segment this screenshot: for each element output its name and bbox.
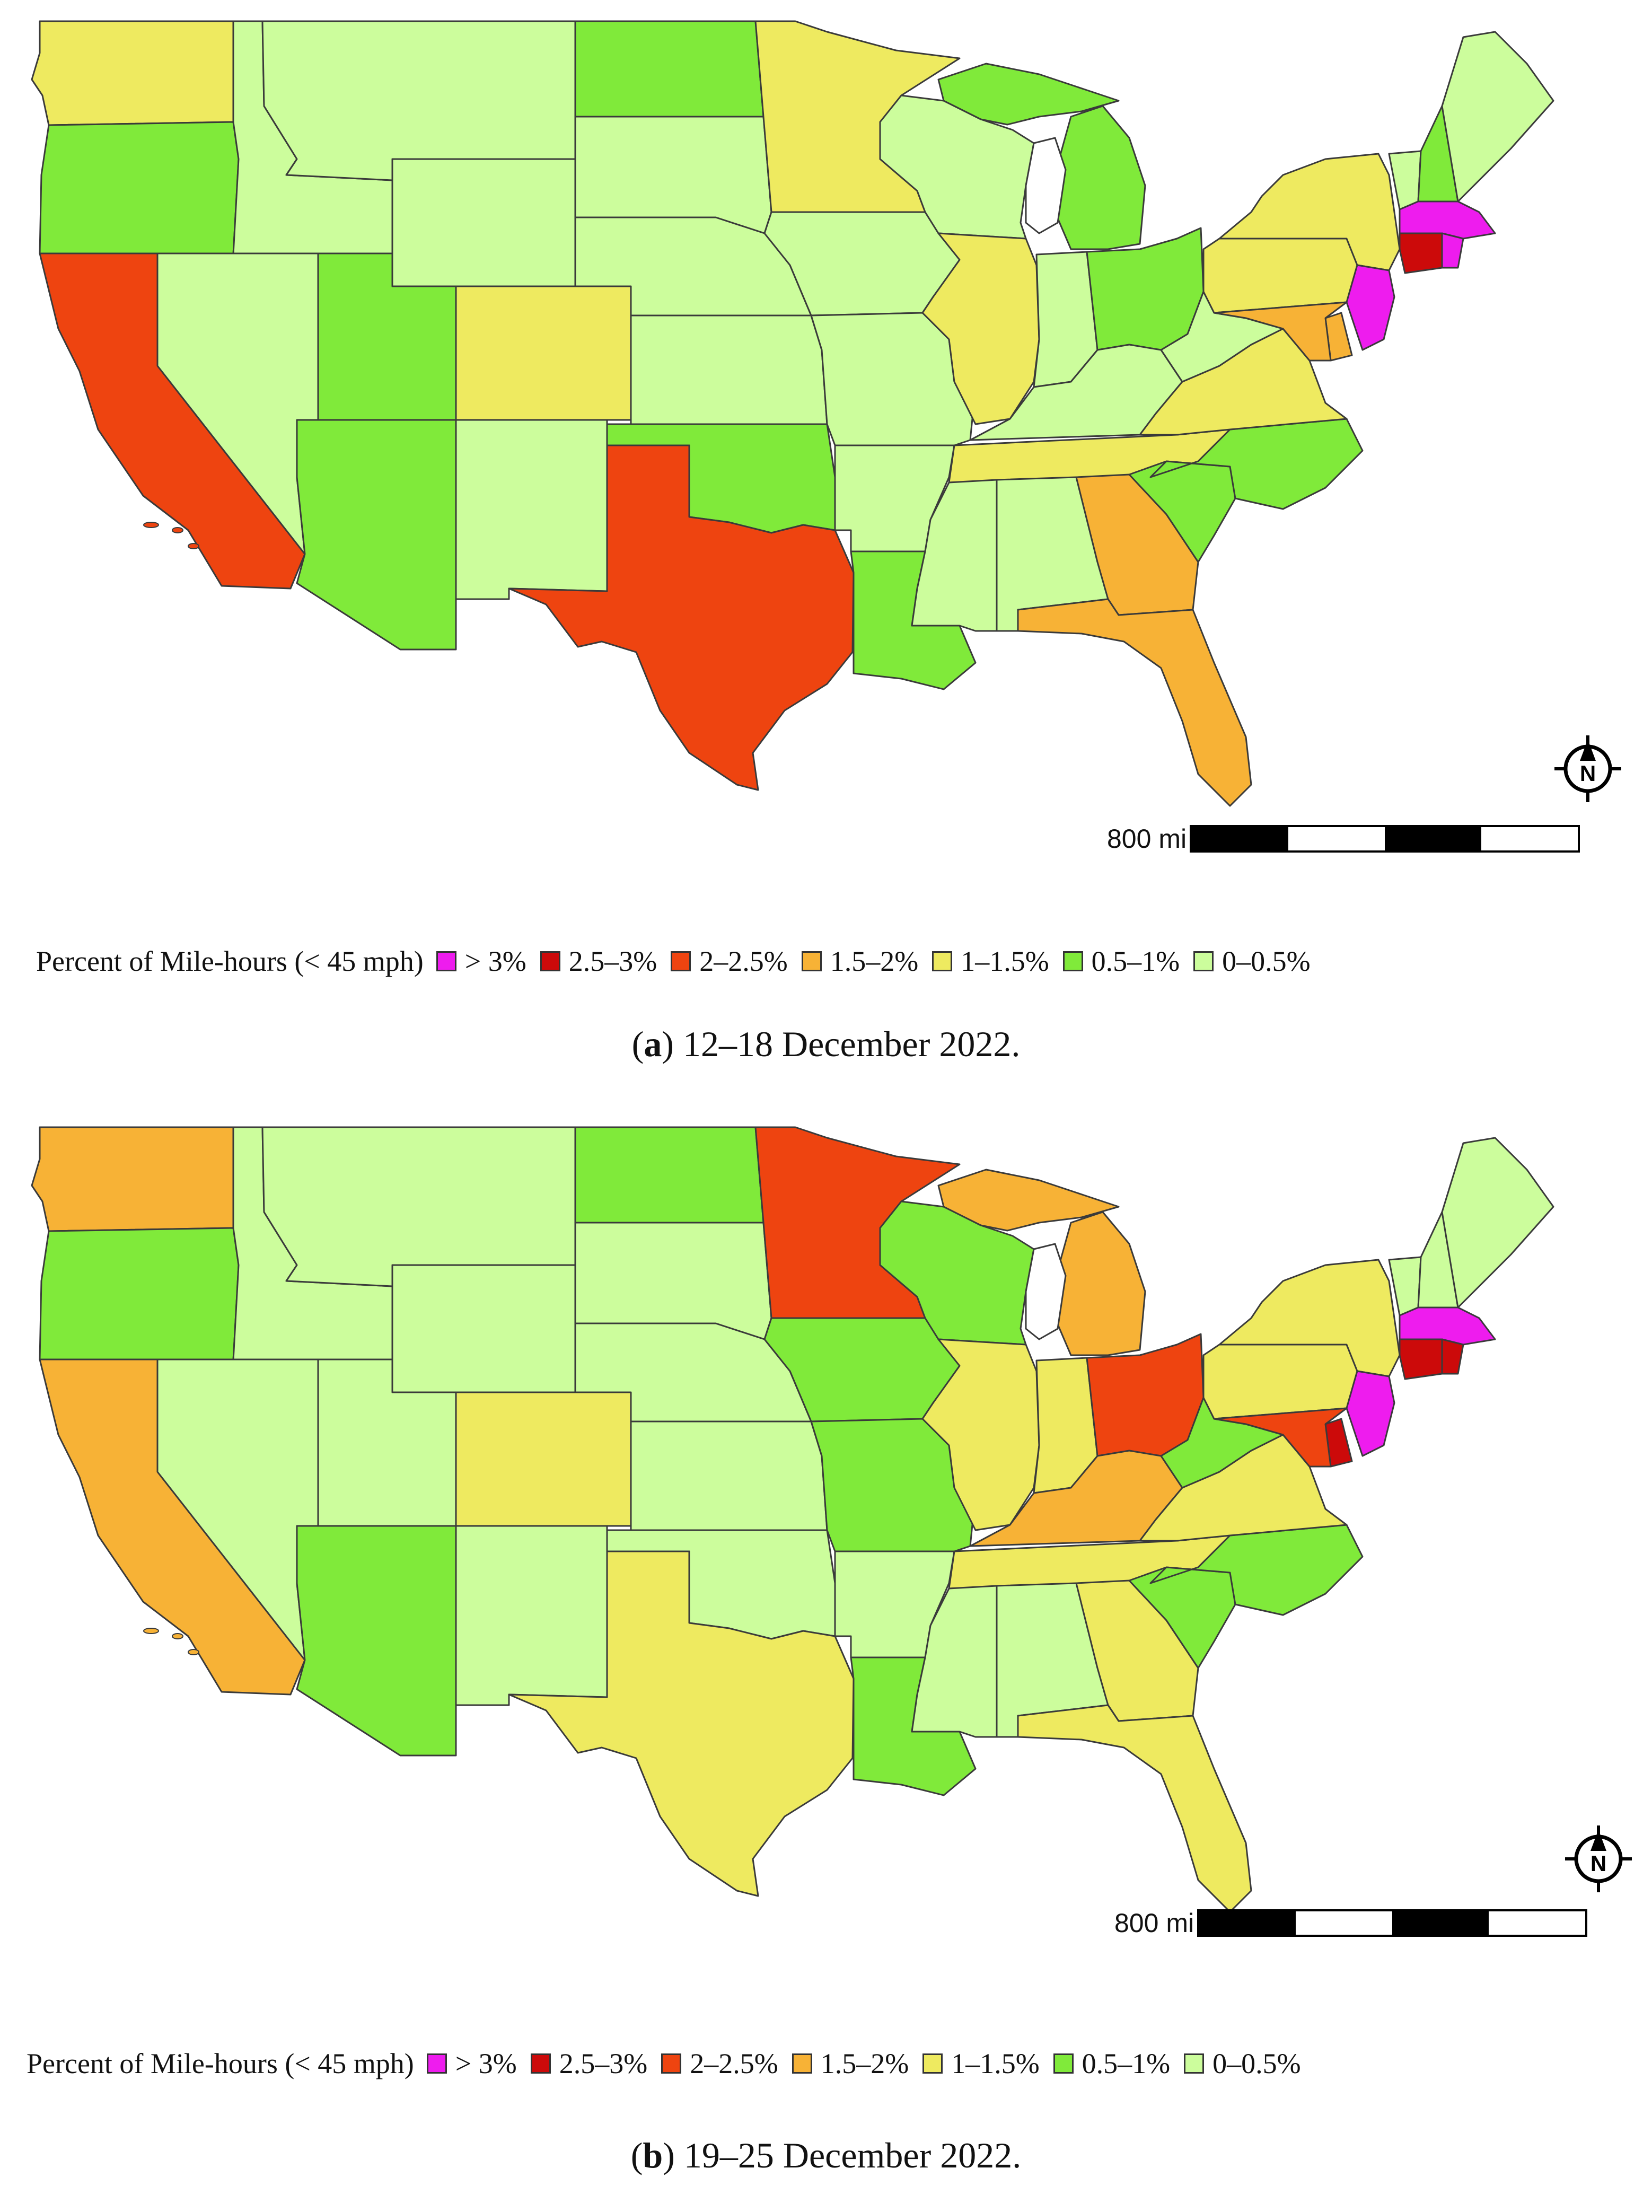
ca-islands	[143, 1628, 199, 1655]
state-PA	[1202, 1344, 1358, 1420]
caption-a: (a) 12–18 December 2022.	[631, 1024, 1021, 1064]
legend-swatch	[932, 951, 953, 971]
legend-item: 0.5–1%	[1053, 2047, 1170, 2080]
state-ND	[574, 20, 765, 118]
state-WA	[31, 1126, 234, 1232]
state-CT	[1399, 232, 1443, 274]
legend-swatch	[540, 951, 560, 971]
state-ME	[1441, 31, 1554, 203]
state-OR	[39, 1227, 240, 1362]
caption-b: (b) 19–25 December 2022.	[630, 2135, 1022, 2175]
island	[172, 527, 183, 533]
scale-bar: 800 mi	[1114, 1908, 1588, 1938]
state-SD	[574, 1222, 772, 1340]
legend-swatch	[1053, 2053, 1074, 2074]
legend-a: Percent of Mile-hours (< 45 mph) > 3% 2.…	[36, 945, 1324, 978]
lakes	[1025, 137, 1067, 234]
legend-item: 0–0.5%	[1193, 945, 1311, 978]
legend-swatch	[671, 951, 691, 971]
state-AZ	[296, 1525, 457, 1757]
north-label: N	[1580, 761, 1596, 786]
state-CO	[455, 285, 632, 421]
legend-item: 1.5–2%	[792, 2047, 909, 2080]
legend-swatch	[1193, 951, 1214, 971]
state-VT	[1388, 1256, 1422, 1316]
legend-swatch	[1184, 2053, 1205, 2074]
state-FL	[1017, 1704, 1252, 1913]
panel-b: N 800 mi Percent of Mile-hours (< 45 mph…	[0, 1106, 1652, 2212]
state-KS	[630, 1420, 828, 1531]
legend-swatch	[426, 2053, 447, 2074]
lakes	[1025, 1243, 1067, 1340]
island	[188, 1649, 199, 1655]
legend-item: 1.5–2%	[801, 945, 918, 978]
state-FL	[1017, 598, 1252, 807]
lake-michigan	[1025, 1243, 1067, 1340]
legend-title: Percent of Mile-hours (< 45 mph)	[27, 2048, 414, 2079]
state-VT	[1388, 150, 1422, 210]
legend-item: 1–1.5%	[922, 2047, 1040, 2080]
legend-item: 2–2.5%	[671, 945, 788, 978]
state-WY	[391, 158, 576, 287]
state-MI	[1054, 1211, 1146, 1356]
state-CO	[455, 1391, 632, 1527]
island	[143, 1628, 159, 1634]
legend-swatch	[922, 2053, 943, 2074]
legend-swatch	[1062, 951, 1083, 971]
state-NJ	[1346, 1370, 1395, 1457]
scale-label: 800 mi	[1107, 824, 1187, 854]
island	[188, 543, 199, 549]
state-layer	[31, 20, 1554, 807]
legend-swatch	[530, 2053, 551, 2074]
legend-item: 2.5–3%	[540, 945, 657, 978]
scale-bar: 800 mi	[1107, 823, 1580, 854]
legend-item: > 3%	[436, 945, 526, 978]
ca-islands	[143, 522, 199, 549]
legend-title: Percent of Mile-hours (< 45 mph)	[36, 945, 424, 977]
state-PA	[1202, 238, 1358, 314]
legend-swatch	[436, 951, 456, 971]
scale-label: 800 mi	[1114, 1908, 1194, 1938]
state-RI	[1441, 232, 1464, 269]
state-MI	[1054, 105, 1146, 250]
island	[143, 522, 159, 528]
state-MT	[261, 1126, 576, 1287]
state-NM	[455, 1525, 608, 1706]
state-CT	[1399, 1338, 1443, 1380]
state-AZ	[296, 419, 457, 651]
north-arrow-icon: N	[1554, 735, 1621, 802]
north-arrow-icon: N	[1565, 1825, 1632, 1892]
legend-item: 2–2.5%	[661, 2047, 778, 2080]
state-ND	[574, 1126, 765, 1224]
north-arrow: N	[1553, 734, 1622, 803]
state-layer	[31, 1126, 1554, 1913]
legend-swatch	[801, 951, 822, 971]
north-arrow: N	[1564, 1824, 1633, 1893]
legend-item: > 3%	[426, 2047, 517, 2080]
state-NJ	[1346, 264, 1395, 351]
legend-item: 1–1.5%	[932, 945, 1049, 978]
state-RI	[1441, 1338, 1464, 1375]
map-b	[31, 1126, 1554, 1913]
lake-michigan	[1025, 137, 1067, 234]
legend-item: 0–0.5%	[1184, 2047, 1301, 2080]
state-MT	[261, 20, 576, 181]
state-WA	[31, 20, 234, 126]
state-WY	[391, 1264, 576, 1393]
map-a	[31, 20, 1554, 807]
legend-item: 2.5–3%	[530, 2047, 647, 2080]
legend-swatch	[661, 2053, 682, 2074]
legend-item: 0.5–1%	[1062, 945, 1180, 978]
legend-b: Percent of Mile-hours (< 45 mph) > 3% 2.…	[27, 2047, 1315, 2080]
state-OR	[39, 121, 240, 256]
state-SD	[574, 116, 772, 234]
north-label: N	[1591, 1851, 1606, 1876]
state-ME	[1441, 1137, 1554, 1309]
panel-a: N 800 mi Percent of Mile-hours (< 45 mph…	[31, 20, 1622, 1064]
state-NM	[455, 419, 608, 600]
state-KS	[630, 314, 828, 425]
legend-swatch	[792, 2053, 812, 2074]
island	[172, 1633, 183, 1639]
